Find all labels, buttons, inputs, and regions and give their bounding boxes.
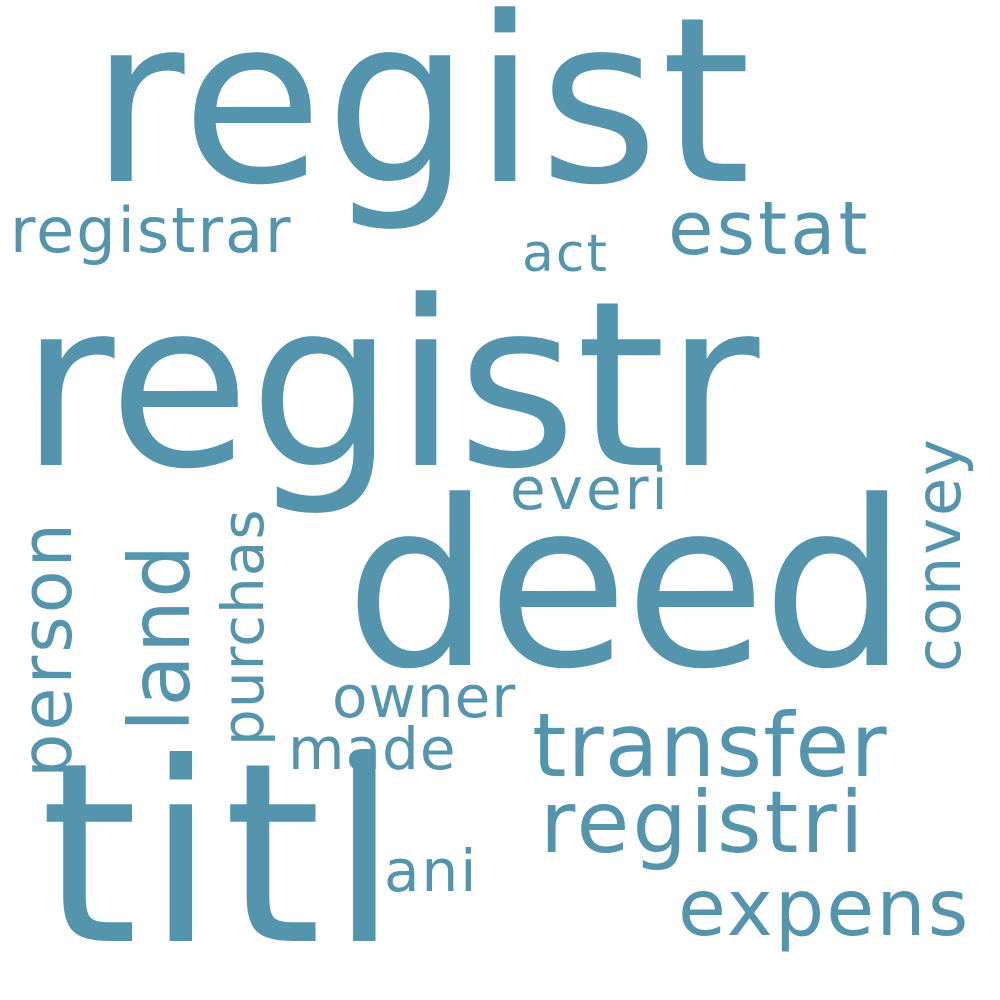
- word-made: made: [288, 715, 457, 783]
- word-purchas: purchas: [209, 508, 277, 746]
- word-estat: estat: [668, 186, 871, 272]
- word-transfer: transfer: [532, 694, 888, 797]
- word-convey: convey: [902, 437, 975, 672]
- word-everi: everi: [510, 455, 671, 523]
- word-deed: deed: [345, 453, 908, 720]
- word-person: person: [6, 520, 88, 778]
- word-regist: regist: [90, 0, 753, 236]
- word-ani: ani: [384, 837, 479, 905]
- word-owner: owner: [332, 663, 517, 731]
- word-expens: expens: [678, 864, 971, 954]
- word-land: land: [111, 542, 209, 732]
- word-registrar: registrar: [10, 194, 293, 267]
- word-titl: titl: [40, 709, 407, 1000]
- word-registr: registr: [20, 253, 759, 520]
- word-registri: registri: [540, 773, 867, 873]
- word-act: act: [522, 224, 609, 284]
